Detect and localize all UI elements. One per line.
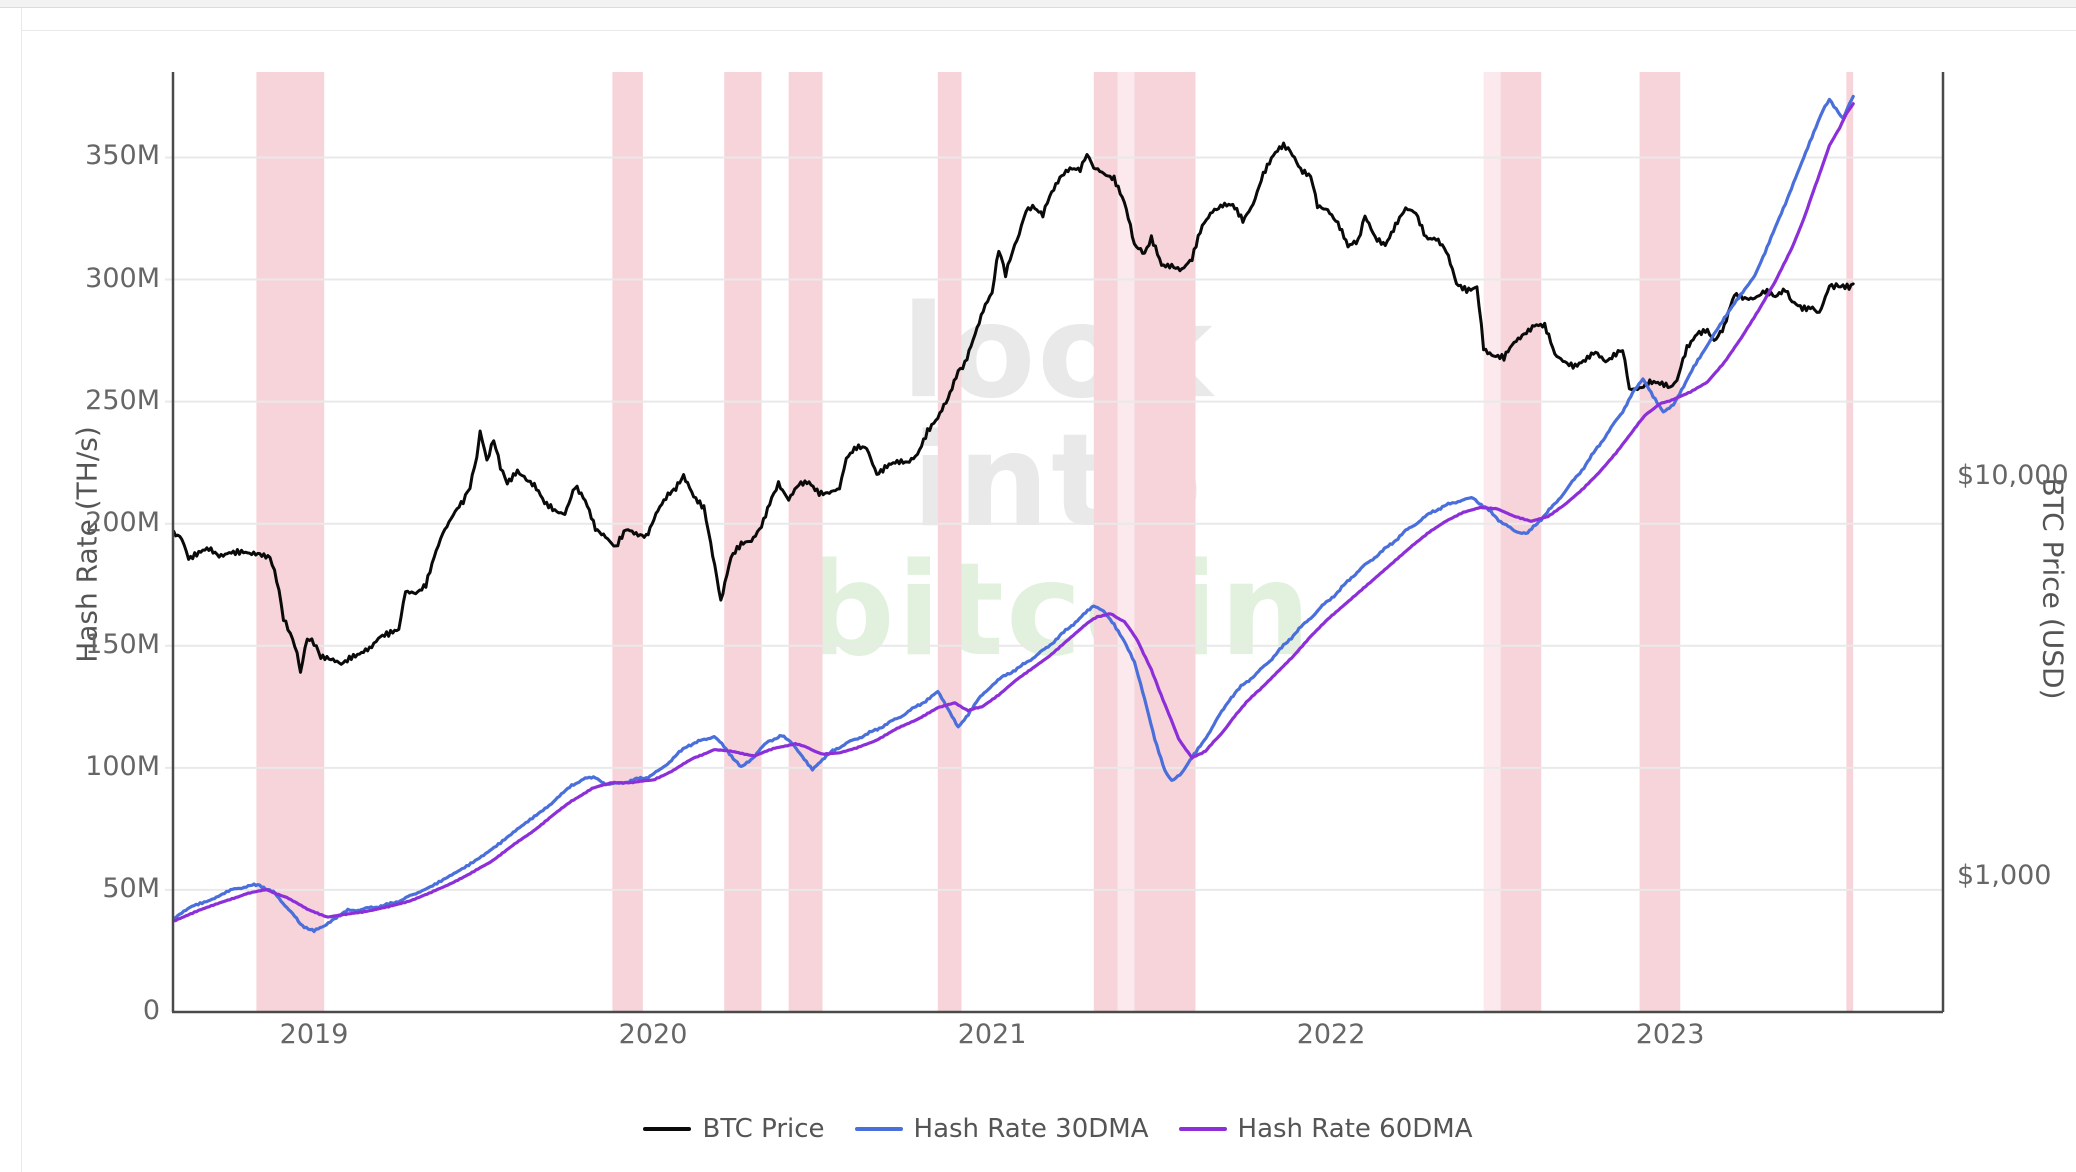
left-axis-tick-100M: 100M xyxy=(85,750,160,782)
left-axis-tick-350M: 350M xyxy=(85,140,160,172)
x-axis-tick-2023: 2023 xyxy=(1635,1019,1705,1050)
panel-left-border xyxy=(21,8,22,1172)
panel-top-border xyxy=(21,30,2076,31)
hash-rate-30dma-swatch-icon xyxy=(854,1127,903,1131)
right-axis-title: BTC Price (USD) xyxy=(2036,477,2070,700)
miner-capitulation-band xyxy=(1093,72,1118,1012)
hash-rate-60dma-line xyxy=(173,102,1855,924)
left-axis-tick-300M: 300M xyxy=(85,262,160,294)
right-axis-tick-10000: $10,000 xyxy=(1957,460,2069,491)
legend-item-hash-rate-60dma[interactable]: Hash Rate 60DMA xyxy=(1178,1114,1473,1144)
browser-top-bar xyxy=(0,0,2076,8)
miner-capitulation-band xyxy=(788,72,823,1012)
legend-label: Hash Rate 30DMA xyxy=(913,1114,1149,1144)
miner-capitulation-band xyxy=(1846,72,1854,1012)
x-axis-tick-2019: 2019 xyxy=(279,1019,349,1050)
miner-capitulation-band xyxy=(256,72,325,1012)
hash-rate-30dma-line xyxy=(173,94,1855,934)
legend-item-hash-rate-30dma[interactable]: Hash Rate 30DMA xyxy=(854,1114,1149,1144)
left-axis-tick-250M: 250M xyxy=(85,384,160,416)
axes-layer xyxy=(171,72,1945,1014)
x-axis-tick-2020: 2020 xyxy=(618,1019,688,1050)
series-layer xyxy=(173,94,1855,934)
right-axis-tick-1000: $1,000 xyxy=(1957,860,2052,891)
miner-capitulation-band xyxy=(937,72,962,1012)
miner-capitulation-band xyxy=(1117,72,1135,1012)
miner-capitulation-band xyxy=(1483,72,1501,1012)
legend-item-btc-price[interactable]: BTC Price xyxy=(643,1114,825,1144)
left-axis-tick-200M: 200M xyxy=(85,506,160,538)
hash-rate-60dma-swatch-icon xyxy=(1178,1127,1227,1131)
x-axis-tick-2022: 2022 xyxy=(1296,1019,1366,1050)
chart-legend: BTC Price Hash Rate 30DMA Hash Rate 60DM… xyxy=(173,1114,1943,1144)
plot-area[interactable] xyxy=(173,72,1943,1012)
miner-capitulation-band xyxy=(1639,72,1681,1012)
x-axis-tick-2021: 2021 xyxy=(957,1019,1027,1050)
btc-price-swatch-icon xyxy=(643,1127,692,1131)
gridlines-layer xyxy=(165,156,1943,891)
legend-label: BTC Price xyxy=(702,1114,825,1144)
legend-label: Hash Rate 60DMA xyxy=(1237,1114,1473,1144)
miner-capitulation-band xyxy=(1134,72,1196,1012)
watermark-line-3: bitcoin xyxy=(803,536,1313,685)
left-axis-tick-150M: 150M xyxy=(85,628,160,660)
left-axis-tick-50M: 50M xyxy=(102,872,160,904)
left-axis-tick-0: 0 xyxy=(142,995,160,1026)
btc-price-line xyxy=(173,141,1855,674)
miner-capitulation-band xyxy=(1500,72,1542,1012)
